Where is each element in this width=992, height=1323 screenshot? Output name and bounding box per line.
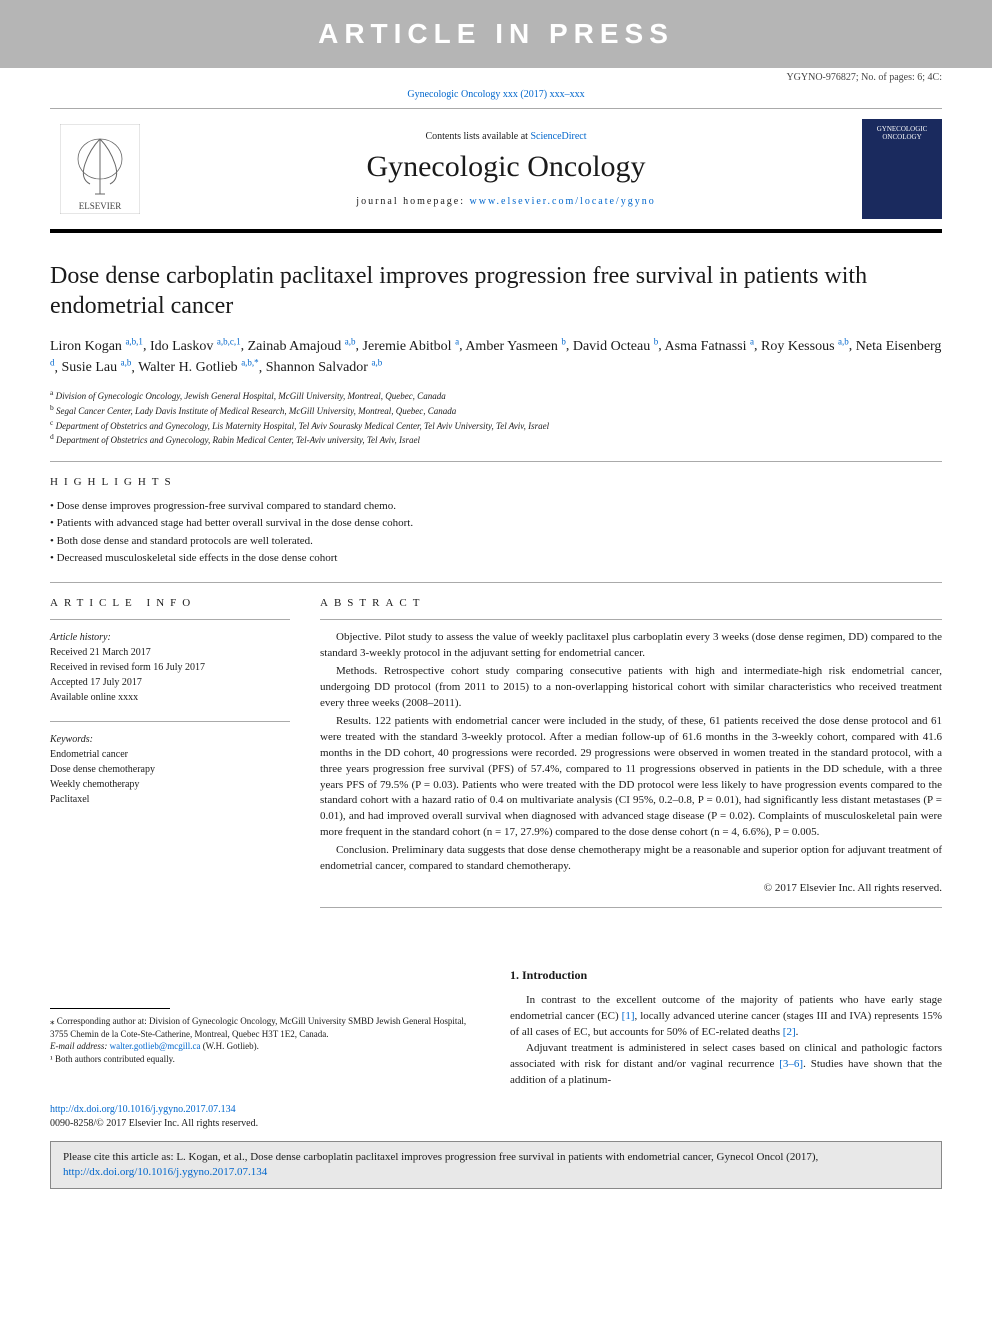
- affiliations: a Division of Gynecologic Oncology, Jewi…: [50, 388, 942, 446]
- author-affil-mark[interactable]: a: [750, 336, 754, 346]
- abstract-conclusion: Conclusion. Preliminary data suggests th…: [320, 843, 942, 875]
- abstract-label: ABSTRACT: [320, 597, 942, 609]
- divider: [50, 461, 942, 462]
- document-id: YGYNO-976827; No. of pages: 6; 4C:: [0, 68, 992, 85]
- author-affil-mark[interactable]: a,b: [838, 336, 849, 346]
- keyword: Dose dense chemotherapy: [50, 762, 290, 777]
- intro-paragraph-2: Adjuvant treatment is administered in se…: [510, 1041, 942, 1089]
- elsevier-logo: ELSEVIER: [50, 119, 150, 219]
- homepage-link[interactable]: www.elsevier.com/locate/ygyno: [470, 196, 656, 207]
- journal-ref-link[interactable]: Gynecologic Oncology xxx (2017) xxx–xxx: [407, 89, 584, 100]
- author: Jeremie Abitbol a: [363, 339, 460, 354]
- ref-link-2[interactable]: [2]: [783, 1026, 796, 1038]
- divider: [50, 582, 942, 583]
- highlights-list: Dose dense improves progression-free sur…: [50, 498, 942, 568]
- issn-copyright: 0090-8258/© 2017 Elsevier Inc. All right…: [50, 1118, 258, 1129]
- author-affil-mark[interactable]: a,b: [371, 358, 382, 368]
- author-affil-mark[interactable]: a,b: [121, 358, 132, 368]
- keyword: Weekly chemotherapy: [50, 777, 290, 792]
- affiliation: b Segal Cancer Center, Lady Davis Instit…: [50, 403, 942, 418]
- author: Liron Kogan a,b,1: [50, 339, 143, 354]
- abstract-copyright: © 2017 Elsevier Inc. All rights reserved…: [320, 881, 942, 897]
- highlight-item: Patients with advanced stage had better …: [50, 515, 942, 533]
- author-affil-mark[interactable]: a,b,1: [125, 336, 143, 346]
- author: Ido Laskov a,b,c,1: [150, 339, 241, 354]
- author: Amber Yasmeen b: [465, 339, 566, 354]
- journal-cover-thumbnail: GYNECOLOGIC ONCOLOGY: [862, 119, 942, 219]
- author-affil-mark[interactable]: a: [455, 336, 459, 346]
- highlights-label: HIGHLIGHTS: [50, 476, 942, 488]
- journal-homepage: journal homepage: www.elsevier.com/locat…: [150, 196, 862, 207]
- highlight-item: Both dose dense and standard protocols a…: [50, 533, 942, 551]
- author-affil-mark[interactable]: b: [561, 336, 566, 346]
- highlights-section: HIGHLIGHTS Dose dense improves progressi…: [50, 476, 942, 568]
- abstract-methods: Methods. Retrospective cohort study comp…: [320, 664, 942, 712]
- history-line: Accepted 17 July 2017: [50, 675, 290, 690]
- article-title: Dose dense carboplatin paclitaxel improv…: [50, 261, 942, 321]
- journal-name: Gynecologic Oncology: [150, 150, 862, 184]
- keyword: Paclitaxel: [50, 792, 290, 807]
- author-affil-mark[interactable]: a,b,*: [241, 358, 259, 368]
- elsevier-tree-icon: ELSEVIER: [60, 124, 140, 214]
- author: Susie Lau a,b: [62, 360, 132, 375]
- footnote-divider: [50, 1008, 170, 1009]
- email-footnote: E-mail address: walter.gotlieb@mcgill.ca…: [50, 1040, 480, 1053]
- article-history: Article history: Received 21 March 2017R…: [50, 630, 290, 705]
- author-affil-mark[interactable]: d: [50, 358, 55, 368]
- author: David Octeau b: [573, 339, 658, 354]
- contents-available: Contents lists available at ScienceDirec…: [150, 131, 862, 142]
- author-affil-mark[interactable]: a,b: [345, 336, 356, 346]
- abstract-text: Objective. Pilot study to assess the val…: [320, 630, 942, 897]
- author: Asma Fatnassi a: [664, 339, 754, 354]
- intro-paragraph-1: In contrast to the excellent outcome of …: [510, 993, 942, 1041]
- ref-link-3-6[interactable]: [3–6]: [779, 1058, 803, 1070]
- affiliation: c Department of Obstetrics and Gynecolog…: [50, 418, 942, 433]
- article-info-label: ARTICLE INFO: [50, 597, 290, 609]
- sciencedirect-link[interactable]: ScienceDirect: [530, 131, 586, 142]
- article-in-press-banner: ARTICLE IN PRESS: [0, 0, 992, 68]
- doi-block: http://dx.doi.org/10.1016/j.ygyno.2017.0…: [50, 1103, 942, 1131]
- footnotes: ⁎ Corresponding author at: Division of G…: [50, 1015, 480, 1065]
- author: Walter H. Gotlieb a,b,*: [138, 360, 259, 375]
- highlight-item: Dose dense improves progression-free sur…: [50, 498, 942, 516]
- author-affil-mark[interactable]: a,b,c,1: [217, 336, 241, 346]
- doi-link[interactable]: http://dx.doi.org/10.1016/j.ygyno.2017.0…: [50, 1104, 236, 1115]
- highlight-item: Decreased musculoskeletal side effects i…: [50, 550, 942, 568]
- author: Shannon Salvador a,b: [266, 360, 383, 375]
- abstract-objective: Objective. Pilot study to assess the val…: [320, 630, 942, 662]
- svg-text:ELSEVIER: ELSEVIER: [79, 201, 122, 211]
- corresponding-author: ⁎ Corresponding author at: Division of G…: [50, 1015, 480, 1040]
- author-affil-mark[interactable]: b: [654, 336, 659, 346]
- abstract-results: Results. 122 patients with endometrial c…: [320, 714, 942, 842]
- ref-link-1[interactable]: [1]: [622, 1010, 635, 1022]
- introduction-heading: 1. Introduction: [510, 968, 942, 983]
- affiliation: d Department of Obstetrics and Gynecolog…: [50, 432, 942, 447]
- journal-reference: Gynecologic Oncology xxx (2017) xxx–xxx: [0, 85, 992, 108]
- keyword: Endometrial cancer: [50, 747, 290, 762]
- history-line: Available online xxxx: [50, 690, 290, 705]
- authors-list: Liron Kogan a,b,1, Ido Laskov a,b,c,1, Z…: [50, 335, 942, 378]
- author: Roy Kessous a,b: [761, 339, 849, 354]
- history-line: Received 21 March 2017: [50, 645, 290, 660]
- keywords-block: Keywords: Endometrial cancerDose dense c…: [50, 732, 290, 807]
- email-link[interactable]: walter.gotlieb@mcgill.ca: [110, 1041, 201, 1051]
- affiliation: a Division of Gynecologic Oncology, Jewi…: [50, 388, 942, 403]
- cite-doi-link[interactable]: http://dx.doi.org/10.1016/j.ygyno.2017.0…: [63, 1166, 267, 1178]
- history-line: Received in revised form 16 July 2017: [50, 660, 290, 675]
- author: Zainab Amajoud a,b: [248, 339, 356, 354]
- masthead: ELSEVIER Contents lists available at Sci…: [50, 108, 942, 233]
- equal-contribution: ¹ Both authors contributed equally.: [50, 1053, 480, 1066]
- citation-box: Please cite this article as: L. Kogan, e…: [50, 1141, 942, 1190]
